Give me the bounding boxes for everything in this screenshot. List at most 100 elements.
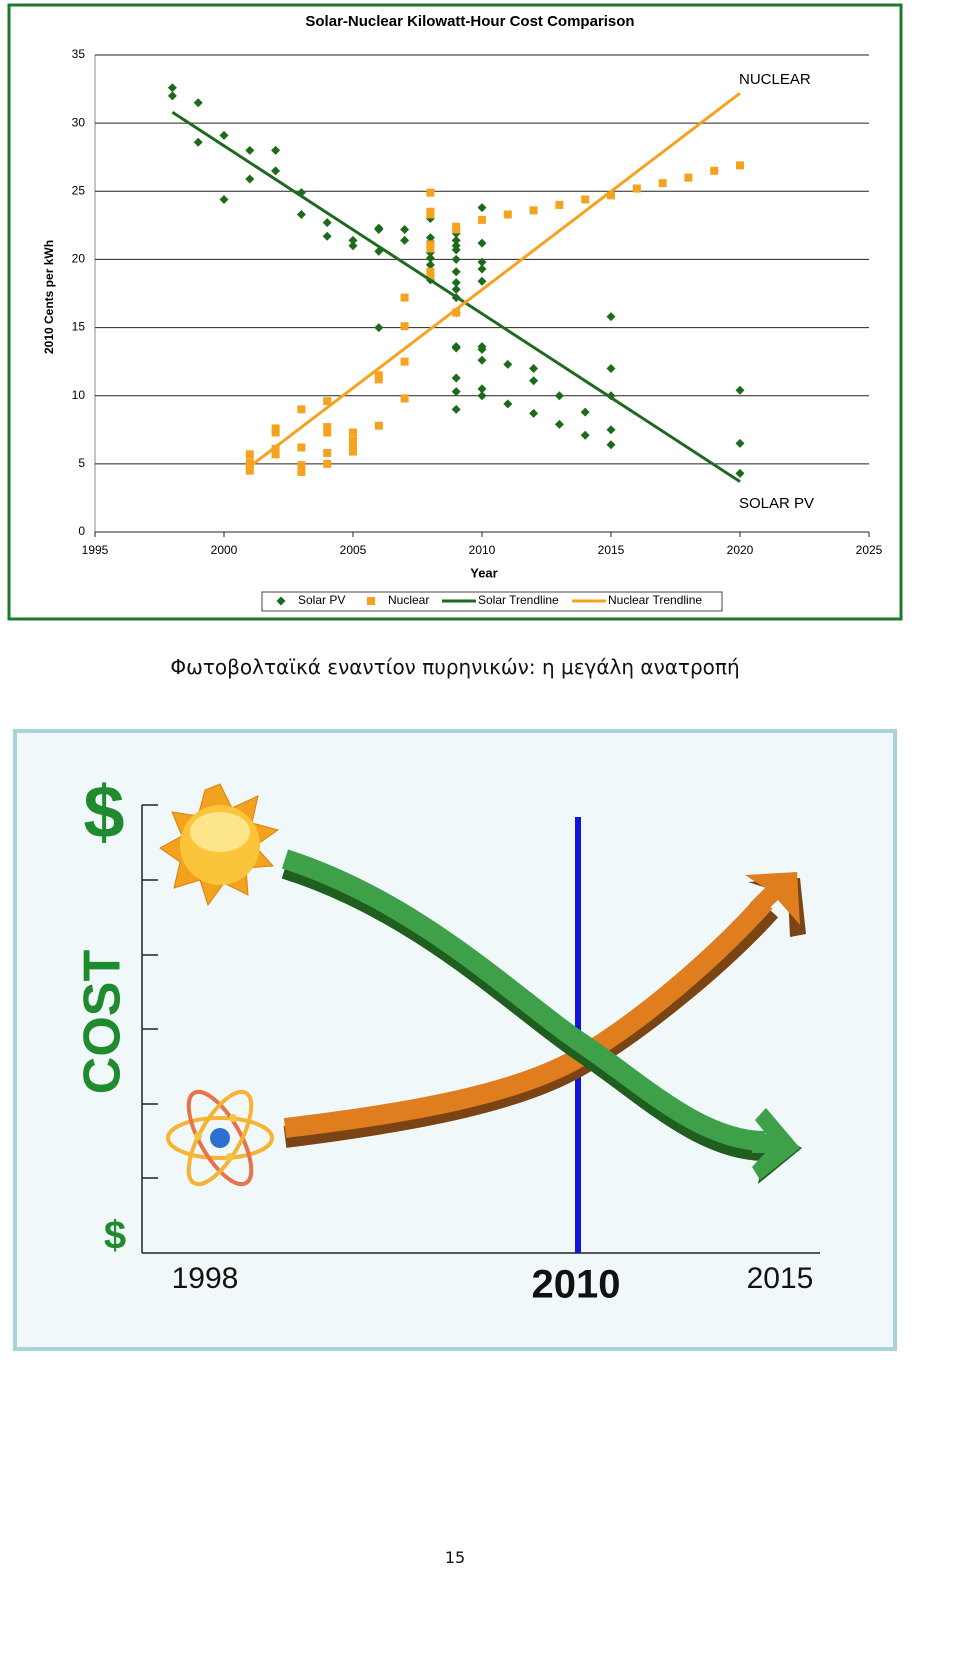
data-point	[245, 466, 254, 475]
data-point	[426, 188, 435, 197]
year-label: 2010	[532, 1263, 621, 1307]
x-tick-label: 2010	[469, 543, 496, 557]
x-tick-label: 2015	[598, 543, 625, 557]
data-point	[452, 225, 461, 234]
data-point	[529, 363, 539, 373]
data-point	[529, 376, 539, 386]
data-point	[426, 210, 435, 219]
sun-icon	[159, 783, 280, 907]
chart-title: Solar-Nuclear Kilowatt-Hour Cost Compari…	[305, 13, 634, 30]
y-tick-label: 5	[78, 456, 85, 470]
data-point	[374, 421, 383, 430]
data-point	[580, 407, 590, 417]
data-point	[374, 371, 383, 380]
legend	[261, 591, 723, 612]
y-tick-label: 15	[72, 320, 86, 334]
data-point	[735, 385, 745, 395]
data-point	[219, 130, 229, 140]
x-tick-label: 1995	[82, 543, 109, 557]
data-point	[167, 91, 177, 101]
data-point	[451, 235, 461, 245]
data-point	[503, 210, 512, 219]
x-tick-label: 2000	[211, 543, 238, 557]
data-point	[425, 260, 435, 270]
data-point	[271, 450, 280, 459]
data-point	[710, 166, 719, 175]
data-point	[606, 312, 616, 322]
annotation: SOLAR PV	[739, 495, 814, 512]
data-point	[735, 438, 745, 448]
data-point	[245, 458, 254, 467]
data-point	[529, 408, 539, 418]
legend-symbol	[276, 596, 286, 606]
x-axis-label: Year	[470, 565, 497, 580]
data-point	[529, 206, 538, 215]
data-point	[426, 244, 435, 253]
y-tick-label: 10	[72, 388, 86, 402]
y-axis-label: 2010 Cents per kWh	[42, 240, 56, 354]
data-point	[271, 166, 281, 176]
data-point	[374, 224, 384, 234]
data-point	[426, 240, 435, 249]
annotation: NUCLEAR	[739, 71, 811, 88]
data-point	[297, 468, 306, 477]
data-point	[451, 284, 461, 294]
illustration: $ COST $ 1998 2010 2015	[13, 729, 897, 1351]
data-point	[451, 267, 461, 277]
y-tick-label: 0	[78, 524, 85, 538]
data-point	[374, 375, 383, 384]
year-label: 2015	[747, 1262, 814, 1295]
data-point	[451, 373, 461, 383]
data-point	[477, 384, 487, 394]
y-tick-label: 20	[72, 252, 86, 266]
data-point	[426, 271, 435, 280]
data-point	[323, 423, 332, 432]
data-point	[297, 405, 306, 414]
data-point	[606, 363, 616, 373]
cost-high: $	[83, 771, 124, 854]
data-point	[736, 161, 744, 170]
data-point	[400, 322, 409, 331]
cost-label: COST	[74, 950, 132, 1095]
data-point	[477, 257, 487, 267]
data-point	[271, 444, 280, 453]
data-point	[580, 430, 590, 440]
data-point	[271, 424, 280, 433]
legend-label: Solar Trendline	[478, 593, 559, 607]
data-point	[452, 308, 461, 317]
data-point	[349, 428, 357, 437]
caption: Φωτοβολταϊκά εναντίον πυρηνικών: η μεγάλ…	[170, 655, 740, 679]
data-point	[349, 447, 357, 456]
y-tick-label: 35	[72, 47, 86, 61]
data-point	[581, 195, 590, 204]
data-point	[400, 224, 410, 234]
data-point	[658, 179, 667, 188]
data-point	[193, 98, 203, 108]
data-point	[245, 145, 255, 155]
data-point	[735, 468, 745, 478]
legend-label: Solar PV	[298, 593, 345, 607]
data-point	[349, 442, 357, 451]
data-point	[477, 391, 487, 401]
legend-label: Nuclear	[388, 593, 429, 607]
data-point	[451, 404, 461, 414]
data-point	[400, 394, 409, 403]
legend-label: Nuclear Trendline	[608, 593, 702, 607]
x-tick-label: 2005	[340, 543, 367, 557]
atom-icon	[166, 1089, 274, 1187]
data-point	[632, 184, 641, 193]
data-point	[245, 174, 255, 184]
data-point	[477, 344, 487, 354]
data-point	[297, 443, 306, 452]
data-point	[478, 215, 486, 224]
data-point	[297, 461, 306, 470]
trendline	[248, 91, 741, 468]
data-point	[451, 245, 461, 255]
solar-arrow	[281, 849, 802, 1184]
data-point	[323, 428, 332, 437]
data-point	[554, 391, 564, 401]
data-point	[503, 399, 513, 409]
axes	[141, 804, 820, 1254]
data-point	[323, 397, 332, 406]
illustration-frame	[13, 729, 897, 1351]
